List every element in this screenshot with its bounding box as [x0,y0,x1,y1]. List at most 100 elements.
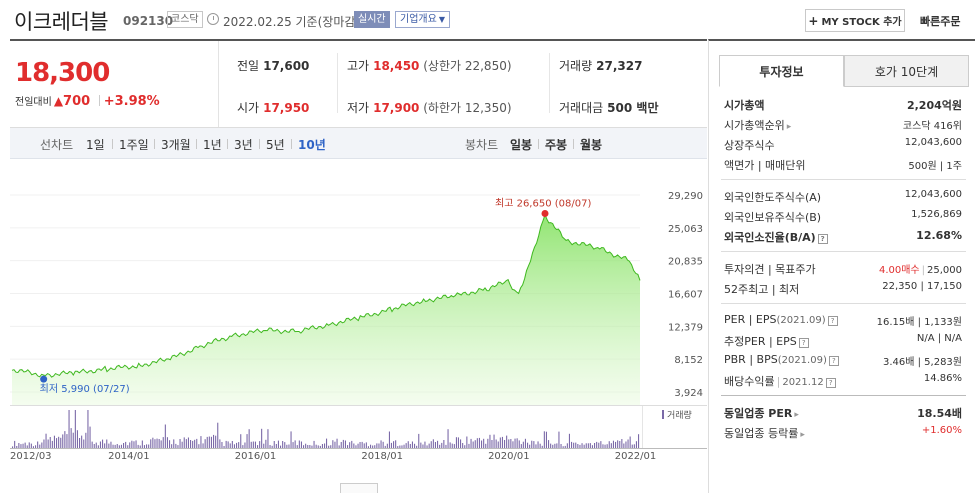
volume-bar [516,438,518,448]
open-label: 시가 [237,101,260,115]
volume-bar [89,426,91,448]
volume-bar [41,442,43,448]
tab-investment-info[interactable]: 투자정보 [719,55,844,87]
open-value: 17,950 [263,101,310,115]
volume-bar [288,444,290,448]
volume-bar [123,443,125,448]
per-key: PER | EPS(2021.09)? [724,313,838,326]
volume-bar [135,440,137,448]
volume-bar [24,442,26,448]
volume-bar [240,434,242,448]
volume-bar [472,441,474,448]
volume-bar [309,445,311,448]
volume-bar [267,429,269,448]
divider [721,251,966,252]
volume-bar [275,444,277,448]
company-info-dropdown[interactable]: 기업개요 ▼ [395,11,450,28]
volume-bar [554,443,556,448]
volume-bar [219,439,221,448]
tab-1w[interactable]: 1주일 [119,138,149,152]
tab-1y[interactable]: 1년 [203,138,222,152]
volume-bar [286,444,288,448]
volume-bar [625,441,627,448]
volume-bar [420,442,422,448]
volume-bar [330,445,332,448]
volume-bar [539,443,541,448]
divider [196,139,197,149]
quote-grid: 전일 17,600 고가 18,450 (상한가 22,850) 거래량 27,327… [218,41,707,127]
volume-bar [292,442,294,448]
quick-order-link[interactable]: 빠른주문 [920,15,961,28]
x-tick-label: 2012/03 [10,451,52,462]
volume-bar [426,445,428,448]
foreign-hold-value: 1,526,869 [911,209,962,220]
volume-bar [617,440,619,448]
volume-bar [619,441,621,448]
volume-bar [254,441,256,448]
help-icon[interactable]: ? [798,338,809,348]
low-price: 저가 17,900 (하한가 12,350) [347,99,512,116]
volume-bar [200,436,202,448]
volume-bar [248,429,250,448]
help-icon[interactable]: ? [817,234,828,244]
volume-bar [529,444,531,448]
foreign-ratio-key: 외국인소진율(B/A)? [724,229,828,245]
industry-per-label: 동일업종 PER [724,407,793,420]
volume-bar [20,444,22,448]
y-tick-label: 29,290 [668,191,703,202]
volume-bar [460,439,462,448]
change-amount: 700 [63,94,91,109]
tab-5y[interactable]: 5년 [266,138,285,152]
volume-bar [202,443,204,448]
volume-bar [466,436,468,448]
volume-bar [148,444,150,448]
tab-daily[interactable]: 일봉 [510,138,533,152]
volume-bar [602,444,604,448]
volume-bar [610,443,612,448]
volume-bar [449,442,451,448]
help-icon[interactable]: ? [828,356,839,366]
foreign-hold-row: 외국인보유주식수(B) 1,526,869 [721,207,966,225]
volume-bar [72,432,74,448]
volume-bar [106,439,108,448]
volume-bar [422,444,424,448]
dividend-value: 14.86% [923,373,962,384]
volume-bar [125,441,127,448]
volume-bar [382,441,384,448]
volume-bar [227,441,229,448]
high-value: 18,450 [373,59,420,73]
volume-bar [217,422,219,448]
help-icon[interactable]: ? [825,378,836,388]
resize-handle[interactable] [340,483,378,493]
tab-weekly[interactable]: 주봉 [545,138,568,152]
volume-bar [424,441,426,448]
volume-bar [564,445,566,448]
target-price: 25,000 [927,265,962,276]
tab-monthly[interactable]: 월봉 [580,138,603,152]
volume-bar [56,438,58,448]
company-info-label: 기업개요 [400,14,437,25]
volume-bar [311,445,313,448]
volume-bar [192,440,194,448]
volume-bar [355,445,357,448]
foreign-hold-label: 외국인보유주식수(B) [724,211,822,224]
shares-value: 12,043,600 [904,137,962,148]
volume-bar [347,445,349,448]
volume-bar [39,444,41,448]
realtime-button[interactable]: 실시간 [354,11,390,28]
add-mystock-button[interactable]: + MY STOCK 추가 [805,9,905,32]
amount-label: 거래대금 [559,101,604,115]
volume-bar [575,442,577,448]
tab-3y[interactable]: 3년 [234,138,253,152]
help-icon[interactable]: ? [827,316,838,326]
tab-1d[interactable]: 1일 [86,138,105,152]
volume-bar [225,440,227,448]
y-tick-label: 16,607 [668,290,703,301]
volume-bar [596,441,598,448]
tab-10y[interactable]: 10년 [298,138,326,152]
volume-bar [261,428,263,448]
volume-bar [560,444,562,448]
tab-3m[interactable]: 3개월 [161,138,191,152]
tab-hoga-10[interactable]: 호가 10단계 [844,55,969,87]
volume-bar [508,439,510,448]
